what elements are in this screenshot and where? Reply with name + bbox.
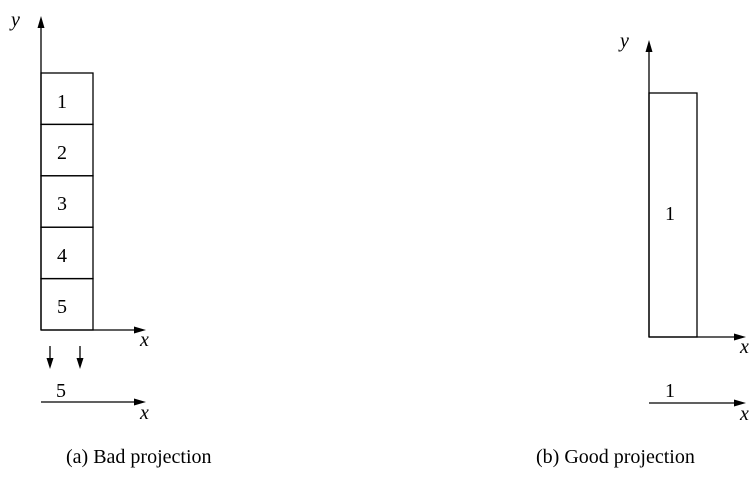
panel-a-projection-arrows <box>46 346 84 369</box>
stack-box-label-2: 2 <box>57 142 67 164</box>
stack-box-2 <box>40 123 94 177</box>
panel-a-caption: (a) Bad projection <box>66 446 212 468</box>
panel-b-caption: (b) Good projection <box>536 446 695 468</box>
panel-a-projection-axis <box>41 398 146 406</box>
panel-a-projection-axis-label: x <box>139 402 149 424</box>
stack-box-3 <box>40 175 94 228</box>
stack-box-4 <box>40 226 94 280</box>
stack-box-5 <box>40 277 94 331</box>
stack-box-label-5: 5 <box>57 296 67 318</box>
panel-a-x-axis-label: x <box>139 329 149 351</box>
panel-b-x-axis-label: x <box>739 336 749 358</box>
panel-a-y-axis-label: y <box>9 9 20 31</box>
panel-b-projection-axis <box>649 399 746 407</box>
panel-b: y 1 x 1 x (b) Good projection <box>536 30 749 468</box>
panel-b-box-label: 1 <box>665 203 675 225</box>
panel-b-projection-label: 1 <box>665 380 675 402</box>
stack-box-1 <box>40 72 94 126</box>
panel-a-box-stack <box>40 72 94 331</box>
stack-box-label-4: 4 <box>57 245 67 267</box>
stack-box-label-1: 1 <box>57 91 67 113</box>
panel-b-y-axis-label: y <box>618 30 629 52</box>
panel-a-projection-label: 5 <box>56 380 66 402</box>
panel-a: y x 1 2 3 4 5 5 <box>9 9 212 468</box>
panel-b-projection-axis-label: x <box>739 403 749 425</box>
stack-box-label-3: 3 <box>57 193 67 215</box>
panel-b-x-axis <box>649 333 746 341</box>
